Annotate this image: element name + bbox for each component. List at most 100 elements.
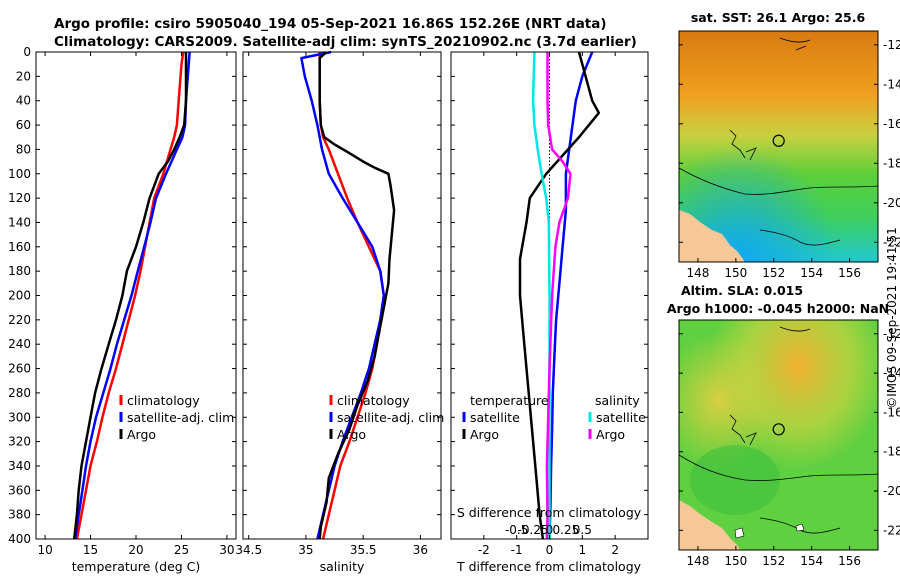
figure-title-line1: Argo profile: csiro 5905040_194 05-Sep-2… — [54, 16, 607, 32]
sst-map: sat. SST: 26.1 Argo: 25.6 -12 -14 -16 -18 -2… — [678, 10, 900, 280]
x-tick-label: -1 — [511, 543, 523, 557]
x-tick-label: 36 — [413, 543, 428, 557]
series-line-satellite-adj-clim — [300, 50, 386, 540]
y-tick-label: 320 — [8, 435, 31, 449]
difference-xlabel: T difference from climatology — [456, 559, 642, 574]
map-y-tick-label: -18 — [883, 445, 900, 459]
legend-label-s-argo: Argo — [596, 427, 625, 442]
x-tick-label: 34.5 — [235, 543, 262, 557]
difference-legend-temperature: temperature satellite Argo — [462, 393, 549, 442]
map-y-tick-label: -16 — [883, 117, 900, 131]
sla-map-frame — [678, 319, 879, 551]
map-y-tick-label: -18 — [883, 156, 900, 170]
salinity-legend: climatology satellite-adj. clim Argo — [329, 393, 444, 442]
y-tick-label: 360 — [8, 483, 31, 497]
sla-map-title-line2: Argo h1000: -0.045 h2000: NaN — [667, 301, 889, 316]
land-mass — [679, 500, 740, 550]
map-y-tick-label: -22 — [883, 235, 900, 249]
reef-outline — [729, 129, 757, 161]
figure-title-line2: Climatology: CARS2009. Satellite-adj cli… — [54, 34, 637, 50]
s-tick-label: 0.5 — [573, 523, 592, 537]
y-tick-label: 280 — [8, 386, 31, 400]
series-line-temperature-satellite — [548, 51, 594, 540]
sst-map-frame — [678, 30, 879, 263]
y-tick-label: 80 — [16, 142, 31, 156]
series-line-salinity-argo — [545, 52, 572, 540]
island-outline — [779, 37, 811, 51]
y-tick-label: 200 — [8, 289, 31, 303]
series-line-satellite-adj-clim — [73, 51, 191, 540]
sla-map: Altim. SLA: 0.015 Argo h1000: -0.045 h20… — [667, 283, 900, 568]
s-difference-label: S difference from climatology — [457, 505, 642, 520]
y-tick-label: 160 — [8, 240, 31, 254]
timestamp: ©IMOS 09-Sep-2021 19:41:51 — [885, 227, 899, 409]
legend-header-temperature: temperature — [470, 393, 549, 408]
reef-contour — [679, 454, 878, 481]
y-tick-label: 400 — [8, 532, 31, 546]
reef-contour — [679, 167, 878, 195]
x-tick-label: 15 — [83, 543, 98, 557]
map-x-tick-label: 150 — [724, 266, 747, 280]
legend-label-s-satellite: satellite — [596, 410, 646, 425]
map-y-tick-label: -14 — [883, 77, 900, 91]
x-tick-label: 10 — [37, 543, 52, 557]
y-tick-label: 260 — [8, 362, 31, 376]
x-tick-label: 25 — [174, 543, 189, 557]
reef-outline — [729, 414, 757, 446]
legend-label-argo: Argo — [337, 427, 366, 442]
map-y-tick-label: -14 — [883, 366, 900, 380]
y-tick-label: 0 — [23, 45, 31, 59]
map-x-tick-label: 148 — [686, 554, 709, 568]
difference-panel: -2 -1 0 1 2-0.5-0.250 0.250.5 T difference fr… — [450, 51, 649, 574]
series-line-climatology — [75, 51, 185, 540]
x-tick-label: 1 — [579, 543, 587, 557]
island-shape — [734, 523, 805, 539]
y-tick-label: 40 — [16, 94, 31, 108]
x-tick-label: 0 — [546, 543, 554, 557]
y-tick-label: 120 — [8, 191, 31, 205]
y-tick-label: 300 — [8, 410, 31, 424]
series-line-temperature-argo — [518, 51, 601, 540]
map-y-tick-label: -12 — [883, 327, 900, 341]
x-tick-label: 35 — [298, 543, 313, 557]
series-line-climatology — [318, 52, 386, 540]
salinity-panel: 34.5 35 35.5 36 salinity climatology satell… — [235, 50, 444, 574]
argo-position-marker — [772, 134, 785, 147]
s-tick-label: 0 — [546, 523, 554, 537]
y-tick-label: 140 — [8, 215, 31, 229]
map-y-tick-label: -22 — [883, 523, 900, 537]
temperature-xlabel: temperature (deg C) — [72, 559, 201, 574]
map-x-tick-label: 152 — [762, 554, 785, 568]
temperature-axes-frame — [35, 51, 237, 540]
map-y-tick-label: -12 — [883, 38, 900, 52]
map-x-tick-label: 148 — [686, 266, 709, 280]
y-tick-label: 240 — [8, 337, 31, 351]
salinity-xlabel: salinity — [320, 559, 365, 574]
sst-map-title: sat. SST: 26.1 Argo: 25.6 — [691, 10, 866, 25]
legend-label-climatology: climatology — [337, 393, 410, 408]
x-tick-label: -2 — [478, 543, 490, 557]
series-line-argo — [318, 51, 396, 540]
series-line-argo — [72, 52, 188, 540]
difference-axes-frame — [450, 51, 649, 540]
x-tick-label: 2 — [611, 543, 619, 557]
x-tick-label: 20 — [128, 543, 143, 557]
y-tick-label: 100 — [8, 167, 31, 181]
x-tick-label: 30 — [219, 543, 234, 557]
legend-label-climatology: climatology — [127, 393, 200, 408]
y-tick-label: 340 — [8, 459, 31, 473]
map-y-tick-label: -20 — [883, 484, 900, 498]
y-tick-label: 380 — [8, 508, 31, 522]
map-x-tick-label: 156 — [838, 554, 861, 568]
legend-label-satellite: satellite-adj. clim — [127, 410, 234, 425]
y-tick-label: 180 — [8, 264, 31, 278]
s-tick-label: -0.25 — [518, 523, 549, 537]
argo-position-marker — [772, 423, 785, 436]
legend-label-t-argo: Argo — [470, 427, 499, 442]
island-outline — [779, 326, 811, 332]
depth-contour — [759, 229, 841, 246]
map-x-tick-label: 150 — [724, 554, 747, 568]
temperature-panel: 0 20 40 60 80 100 120 140 160 180 200 220 240 260 280 3… — [8, 45, 237, 574]
map-y-tick-label: -16 — [883, 405, 900, 419]
